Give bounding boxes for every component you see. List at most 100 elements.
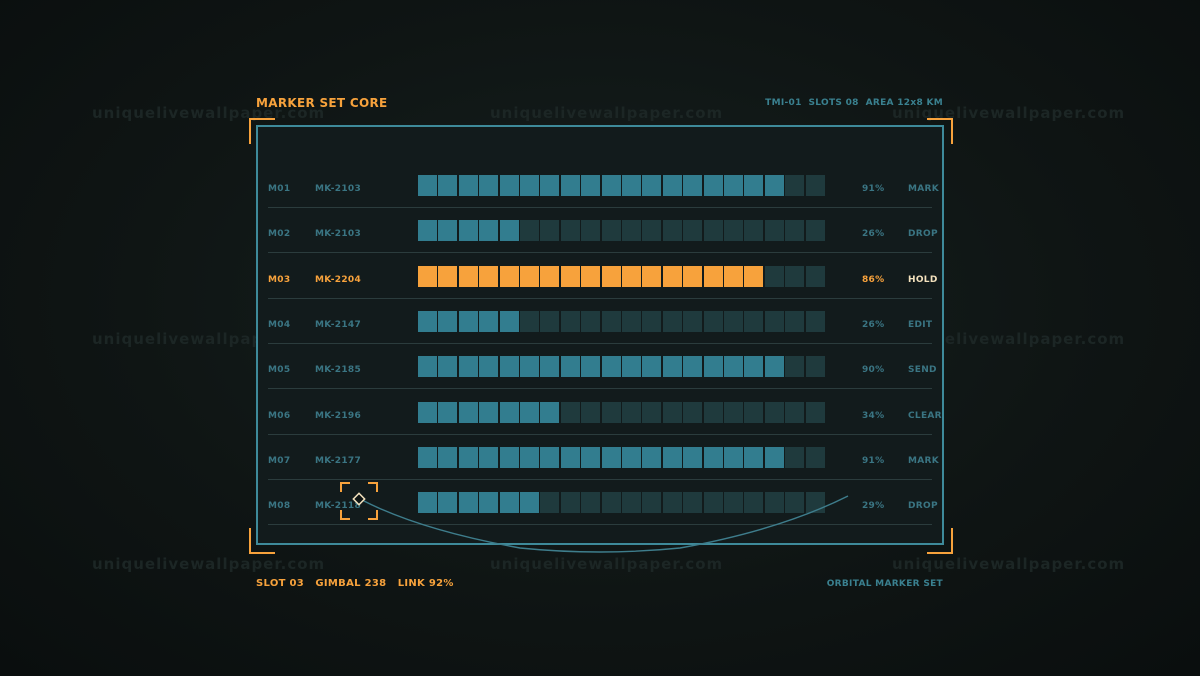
marker-percent: 29% — [862, 501, 885, 512]
segment-filled — [601, 356, 621, 378]
marker-action[interactable]: CLEAR — [908, 410, 942, 421]
segment-filled — [458, 401, 478, 423]
segment-empty — [581, 401, 601, 423]
segment-empty — [764, 492, 784, 514]
segment-filled — [703, 356, 723, 378]
segment-filled — [601, 265, 621, 287]
segment-bar — [418, 492, 826, 514]
marker-code: MK-2185 — [315, 365, 362, 376]
segment-filled — [662, 356, 682, 378]
segment-empty — [560, 220, 580, 242]
watermark-text: uniquelivewallpaper.com — [92, 555, 326, 573]
segment-filled — [622, 265, 641, 287]
watermark-text: uniquelivewallpaper.com — [92, 104, 326, 122]
segment-filled — [724, 175, 743, 196]
segment-bar — [418, 446, 826, 468]
segment-filled — [540, 175, 560, 196]
segment-empty — [601, 401, 621, 423]
marker-row[interactable]: M04 MK-2147 26% EDIT — [268, 299, 932, 344]
segment-empty — [764, 220, 784, 242]
segment-filled — [479, 265, 499, 287]
segment-empty — [805, 265, 825, 287]
segment-filled — [764, 446, 784, 468]
marker-action[interactable]: MARK — [908, 455, 940, 466]
segment-empty — [560, 310, 580, 332]
segment-empty — [540, 492, 560, 514]
segment-empty — [785, 175, 805, 196]
segment-bar — [418, 356, 826, 378]
segment-filled — [724, 446, 743, 468]
marker-action[interactable]: DROP — [908, 501, 938, 512]
segment-filled — [744, 265, 764, 287]
segment-filled — [581, 356, 601, 378]
marker-row[interactable]: M06 MK-2196 34% CLEAR — [268, 390, 942, 435]
segment-filled — [479, 175, 499, 196]
segment-empty — [622, 220, 641, 242]
segment-empty — [785, 446, 805, 468]
segment-empty — [683, 492, 703, 514]
segment-filled — [540, 446, 560, 468]
watermark-text: uniquelivewallpaper.com — [892, 104, 1126, 122]
marker-row[interactable]: M03 MK-2204 86% HOLD — [268, 254, 938, 299]
segment-bar — [418, 310, 826, 332]
segment-filled — [683, 175, 703, 196]
marker-row[interactable]: M01 MK-2103 91% MARK — [268, 163, 940, 208]
segment-empty — [683, 401, 703, 423]
segment-filled — [560, 175, 580, 196]
segment-filled — [520, 401, 539, 423]
marker-percent: 26% — [862, 319, 885, 330]
segment-empty — [622, 401, 641, 423]
segment-filled — [499, 492, 519, 514]
marker-percent: 91% — [862, 184, 885, 194]
segment-filled — [540, 401, 560, 423]
segment-filled — [438, 220, 458, 242]
marker-action[interactable]: DROP — [908, 229, 938, 240]
segment-filled — [458, 356, 478, 378]
marker-row[interactable]: M07 MK-2177 91% MARK — [268, 435, 940, 480]
marker-code: MK-2204 — [315, 274, 362, 285]
marker-id: M06 — [268, 410, 291, 421]
segment-filled — [764, 175, 784, 196]
target-reticle-icon[interactable] — [340, 482, 378, 520]
marker-code: MK-2147 — [315, 319, 362, 330]
segment-empty — [724, 310, 743, 332]
segment-filled — [601, 446, 621, 468]
marker-percent: 86% — [862, 274, 885, 285]
segment-empty — [805, 220, 825, 242]
marker-row[interactable]: M02 MK-2103 26% DROP — [268, 208, 938, 254]
segment-empty — [581, 220, 601, 242]
segment-filled — [520, 356, 539, 378]
marker-action[interactable]: MARK — [908, 184, 940, 194]
segment-filled — [418, 265, 437, 287]
segment-filled — [458, 492, 478, 514]
segment-bar — [418, 220, 826, 242]
segment-filled — [662, 175, 682, 196]
segment-empty — [805, 401, 825, 423]
segment-filled — [683, 356, 703, 378]
segment-empty — [785, 356, 805, 378]
segment-filled — [764, 356, 784, 378]
marker-action[interactable]: EDIT — [908, 319, 933, 330]
segment-filled — [540, 356, 560, 378]
marker-percent: 90% — [862, 365, 885, 376]
segment-filled — [479, 310, 499, 332]
segment-filled — [642, 175, 662, 196]
segment-filled — [622, 356, 641, 378]
segment-filled — [458, 265, 478, 287]
marker-percent: 26% — [862, 229, 885, 240]
segment-empty — [601, 492, 621, 514]
segment-filled — [418, 310, 437, 332]
segment-empty — [724, 401, 743, 423]
segment-empty — [785, 220, 805, 242]
segment-empty — [805, 446, 825, 468]
marker-id: M03 — [268, 274, 291, 285]
marker-row[interactable]: M05 MK-2185 90% SEND — [268, 344, 937, 390]
marker-id: M02 — [268, 229, 291, 240]
marker-action[interactable]: SEND — [908, 365, 937, 376]
segment-filled — [479, 446, 499, 468]
marker-row[interactable]: M08 MK-2118 29% DROP — [268, 480, 938, 526]
marker-action[interactable]: HOLD — [908, 274, 938, 285]
segment-filled — [499, 310, 519, 332]
segment-filled — [438, 265, 458, 287]
